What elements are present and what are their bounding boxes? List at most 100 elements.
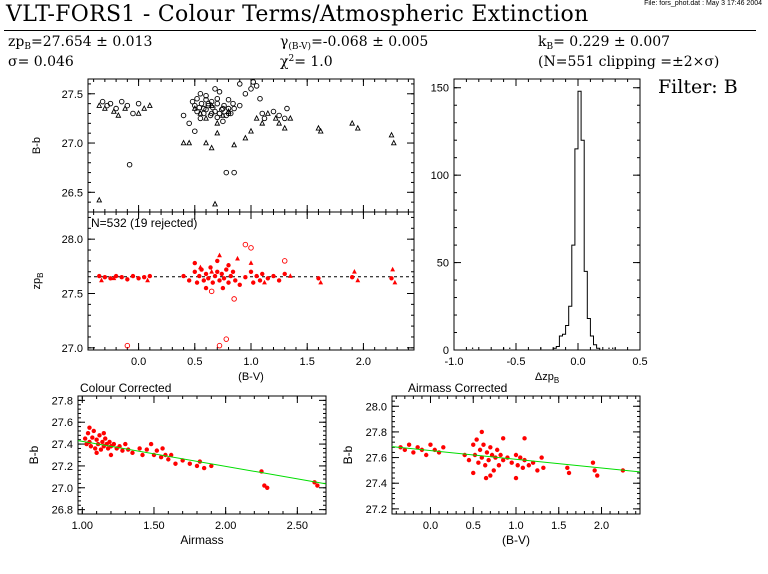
data-point: [194, 108, 200, 115]
data-point: [194, 95, 200, 102]
data-point: [479, 429, 484, 435]
data-point: [93, 446, 98, 451]
data-point: [197, 115, 204, 122]
data-point: [192, 128, 198, 134]
y-tick-label: 28.0: [62, 234, 83, 246]
x-tick-label: 0.5: [632, 356, 647, 368]
data-point: [287, 114, 294, 121]
data-point: [111, 275, 117, 281]
histogram-outlier: [612, 347, 614, 349]
histogram-outlier: [502, 347, 505, 349]
x-tick-label: 2.50: [287, 520, 308, 532]
data-point: [248, 127, 254, 134]
data-point: [203, 271, 209, 277]
y-tick-label: 27.2: [366, 504, 387, 516]
data-point: [214, 95, 221, 102]
data-point: [476, 460, 481, 465]
data-point: [235, 255, 240, 261]
x-tick-label: 1.5: [551, 520, 566, 532]
data-point: [281, 124, 288, 131]
zp-label: zp: [8, 34, 25, 50]
data-point: [253, 83, 260, 89]
y-tick-label: 150: [431, 83, 449, 95]
data-point: [107, 100, 114, 107]
x-tick-label: -0.5: [507, 356, 526, 368]
data-point: [217, 252, 222, 258]
data-point: [197, 273, 202, 279]
data-point: [254, 273, 259, 279]
data-point: [223, 169, 230, 176]
data-point: [441, 445, 446, 450]
data-point: [264, 109, 271, 116]
y-tick-label: 26.5: [62, 187, 83, 199]
data-point: [123, 441, 128, 447]
data-point: [212, 108, 218, 115]
histogram-step-line: [552, 90, 603, 351]
zeropoint-param: zpB=27.654 ± 0.013: [8, 34, 152, 52]
x-tick-label: 1.5: [300, 356, 315, 368]
y-tick-label: 27.4: [52, 439, 73, 451]
data-point: [496, 463, 502, 468]
data-point: [208, 144, 215, 151]
data-point: [520, 465, 526, 471]
data-point: [354, 124, 361, 131]
data-point: [101, 430, 107, 436]
x-axis-label-sub: B: [554, 376, 559, 385]
data-point: [214, 129, 221, 136]
data-point: [415, 445, 420, 450]
data-point: [352, 268, 357, 274]
data-point: [500, 457, 506, 463]
y-tick-label: 28.0: [366, 401, 387, 413]
data-point: [281, 115, 288, 122]
data-point: [146, 102, 153, 108]
gamma-value: =-0.068 ± 0.005: [311, 34, 429, 50]
data-point: [225, 105, 232, 112]
data-point: [141, 105, 148, 111]
data-point: [140, 452, 145, 458]
data-point: [471, 442, 476, 447]
zp-sub: B: [24, 42, 31, 52]
data-point: [390, 266, 396, 272]
page-title: VLT-FORS1 - Colour Terms/Atmospheric Ext…: [6, 2, 589, 27]
data-point: [115, 111, 122, 118]
data-point: [276, 278, 282, 283]
data-point: [230, 100, 236, 107]
data-point: [392, 279, 398, 285]
data-point: [474, 437, 479, 442]
y-tick-label: 27.4: [366, 478, 387, 490]
data-point: [214, 100, 221, 107]
histogram-frame: [453, 78, 641, 351]
data-point: [484, 450, 490, 455]
data-point: [513, 475, 519, 481]
data-point: [198, 264, 203, 270]
x-axis-label: ΔzpB: [535, 371, 559, 385]
chi2-sup: 2: [288, 54, 295, 64]
data-point: [154, 448, 160, 453]
data-point: [94, 450, 99, 456]
data-point: [203, 96, 209, 103]
data-point: [209, 463, 214, 469]
data-point: [210, 280, 215, 285]
data-point: [272, 114, 279, 121]
extinction-param: kB= 0.229 ± 0.007: [538, 34, 670, 52]
data-point: [488, 445, 493, 450]
fit-line: [391, 446, 641, 473]
data-point: [212, 200, 218, 207]
data-point: [226, 263, 231, 268]
data-point: [101, 105, 108, 111]
data-point: [243, 274, 248, 280]
data-point: [257, 95, 263, 102]
data-point: [248, 260, 254, 265]
y-tick-label: 27.6: [52, 417, 73, 429]
y-tick-label: 27.2: [52, 461, 73, 473]
data-point: [108, 452, 114, 458]
x-tick-label: 1.0: [508, 520, 523, 532]
data-point: [130, 450, 135, 456]
data-point: [194, 463, 200, 469]
y-tick-label: 27.0: [52, 483, 73, 495]
data-point: [212, 86, 218, 92]
x-tick-label: 0.5: [187, 356, 202, 368]
gamma-sub: (B-V): [288, 42, 312, 52]
y-tick-label: 100: [431, 170, 449, 182]
data-point: [250, 79, 256, 85]
